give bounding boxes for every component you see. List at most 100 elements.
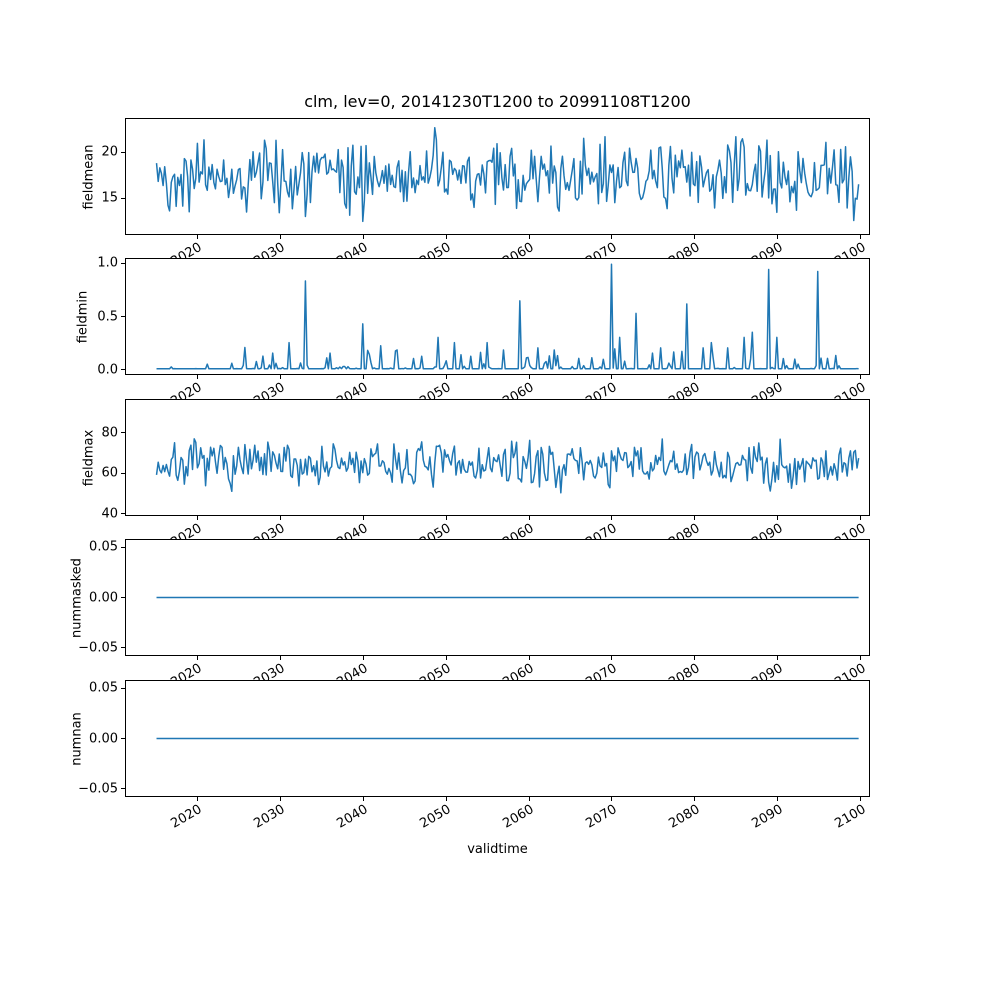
y-tick-mark — [121, 687, 125, 689]
y-tick-mark — [121, 472, 125, 474]
x-tick-mark — [694, 797, 696, 801]
y-tick-mark — [121, 597, 125, 598]
x-tick-label: 2030 — [251, 802, 288, 832]
subplot-nummasked: nummasked −0.05 0.00 0.05 2020 2030 2040 2050 2… — [70, 539, 870, 691]
x-tick-label: 2020 — [168, 802, 205, 832]
x-tick-mark — [611, 235, 613, 239]
y-tick-mark — [121, 513, 125, 515]
subplot-fieldmin: fieldmin 0.0 0.5 1.0 2020 2030 2040 2050 2060 20… — [76, 256, 870, 410]
x-tick-mark — [362, 516, 364, 520]
x-tick-mark — [777, 656, 779, 660]
series-line — [156, 263, 859, 370]
subplot-numnan: numnan −0.05 0.00 0.05 2020 2030 2040 2050 2060… — [70, 680, 870, 832]
x-tick-mark — [860, 235, 862, 239]
x-tick-mark — [362, 235, 364, 239]
x-tick-label: 2100 — [832, 802, 869, 832]
x-tick-mark — [694, 235, 696, 239]
x-tick-mark — [362, 797, 364, 801]
x-tick-mark — [196, 516, 198, 520]
x-tick-mark — [196, 797, 198, 801]
x-axis-label: validtime — [467, 842, 528, 857]
x-tick-mark — [777, 516, 779, 520]
y-tick-mark — [121, 432, 125, 434]
nummasked-plot-svg — [156, 596, 859, 599]
subplot-fieldmean: fieldmean 15 20 2020 2030 2040 2050 2060 2070 20… — [82, 118, 870, 270]
y-tick-label: 60 — [101, 465, 118, 481]
x-tick-mark — [777, 235, 779, 239]
x-tick-mark — [611, 797, 613, 801]
figure-title: clm, lev=0, 20141230T1200 to 20991108T12… — [304, 92, 691, 111]
fieldmin-plot-svg — [156, 263, 859, 370]
y-tick-label: 0.5 — [97, 309, 118, 324]
x-tick-mark — [196, 375, 198, 379]
y-tick-label: 15 — [101, 190, 118, 206]
ylabel-fieldmin: fieldmin — [75, 290, 91, 343]
x-tick-mark — [528, 516, 530, 520]
y-tick-label: 40 — [101, 506, 118, 522]
x-tick-label: 2040 — [334, 802, 371, 832]
series-line — [155, 438, 860, 494]
x-tick-mark — [279, 375, 281, 379]
x-tick-mark — [860, 516, 862, 520]
axes-numnan — [125, 680, 870, 797]
y-tick-label: 80 — [101, 425, 118, 441]
numnan-plot-svg — [156, 737, 859, 740]
y-tick-mark — [121, 369, 125, 371]
x-tick-label: 2080 — [666, 802, 703, 832]
x-tick-mark — [860, 797, 862, 801]
x-tick-mark — [279, 235, 281, 239]
ylabel-nummasked: nummasked — [69, 557, 85, 638]
x-tick-mark — [694, 375, 696, 379]
subplot-fieldmax: fieldmax 40 60 80 2020 2030 2040 2050 2060 2070 2… — [82, 399, 870, 551]
x-tick-mark — [196, 235, 198, 239]
x-tick-mark — [777, 375, 779, 379]
x-tick-label: 2050 — [417, 802, 454, 832]
y-tick-label: 1.0 — [97, 255, 118, 271]
axes-fieldmax — [125, 399, 870, 516]
y-tick-label: 0.0 — [97, 362, 118, 378]
ylabel-fieldmean: fieldmean — [81, 144, 97, 209]
x-tick-label: 2070 — [583, 802, 620, 832]
x-tick-mark — [445, 235, 447, 239]
y-tick-label: 0.00 — [89, 590, 118, 605]
x-tick-label: 2060 — [500, 802, 537, 832]
x-tick-mark — [528, 375, 530, 379]
x-tick-mark — [528, 235, 530, 239]
x-tick-mark — [445, 656, 447, 660]
axes-nummasked — [125, 539, 870, 656]
x-tick-mark — [528, 656, 530, 660]
y-tick-mark — [121, 647, 125, 649]
y-tick-mark — [121, 316, 125, 317]
x-tick-mark — [860, 375, 862, 379]
x-tick-mark — [279, 656, 281, 660]
x-tick-mark — [860, 656, 862, 660]
y-tick-label: 0.00 — [89, 731, 118, 746]
x-tick-mark — [445, 797, 447, 801]
y-tick-label: −0.05 — [78, 781, 118, 797]
series-line — [155, 126, 860, 223]
x-tick-mark — [611, 516, 613, 520]
x-tick-mark — [279, 797, 281, 801]
ylabel-fieldmax: fieldmax — [81, 429, 97, 486]
axes-fieldmean — [125, 118, 870, 235]
x-tick-mark — [445, 516, 447, 520]
x-tick-mark — [362, 375, 364, 379]
y-tick-label: 0.05 — [89, 680, 118, 696]
x-tick-mark — [362, 656, 364, 660]
x-tick-label: 2090 — [749, 802, 786, 832]
y-tick-mark — [121, 197, 125, 199]
x-tick-mark — [694, 516, 696, 520]
y-tick-label: 0.05 — [89, 539, 118, 555]
x-tick-mark — [196, 656, 198, 660]
y-tick-mark — [121, 788, 125, 790]
y-tick-mark — [121, 738, 125, 739]
y-tick-mark — [121, 546, 125, 548]
fieldmax-plot-svg — [155, 438, 860, 494]
y-tick-label: 20 — [101, 144, 118, 160]
y-tick-mark — [121, 262, 125, 264]
fieldmean-plot-svg — [155, 126, 860, 223]
x-tick-mark — [279, 516, 281, 520]
x-tick-mark — [611, 375, 613, 379]
axes-fieldmin — [125, 258, 870, 375]
